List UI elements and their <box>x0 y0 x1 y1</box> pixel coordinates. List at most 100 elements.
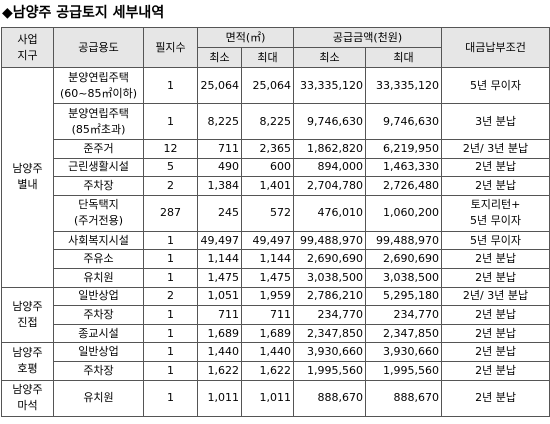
table-cell: 234,770 <box>293 305 367 325</box>
table-cell: 1,959 <box>240 286 295 307</box>
table-cell: 1 <box>143 103 198 140</box>
table-row: 분양연립주택 (85㎡초과) 1 8,225 8,225 9,746,630 9,746,… <box>2 103 550 140</box>
table-cell: 분양연립주택 (60~85㎡이하) <box>53 67 144 104</box>
header-cell: 최대 <box>365 47 443 68</box>
table-cell: 1,051 <box>197 286 242 307</box>
table-cell: 2,347,850 <box>365 323 443 344</box>
table-cell: 6,219,950 <box>365 139 443 159</box>
table-cell: 2,690,690 <box>293 249 367 269</box>
table-cell: 711 <box>197 139 242 159</box>
land-table: 사업 지구 공급용도 필지수 면적(㎡) 공급금액(천원) 대금납부조건 최소 최대 최소 최대 남… <box>1 27 550 417</box>
table-cell: 2,690,690 <box>365 249 443 269</box>
table-cell: 1,144 <box>240 249 295 269</box>
table-cell: 준주거 <box>53 139 144 159</box>
table-row: 남양주 호평 일반상업 1 1,440 1,440 3,930,660 3,930,660 2… <box>1 342 550 381</box>
table-cell: 1,995,560 <box>365 360 443 381</box>
table-cell: 894,000 <box>293 157 367 178</box>
table-cell: 2년 분납 <box>441 323 550 344</box>
table-cell: 1,011 <box>197 379 242 417</box>
table-cell: 49,497 <box>240 230 295 251</box>
table-cell: 1 <box>143 267 198 288</box>
header-cell: 공급용도 <box>53 27 144 68</box>
table-cell: 1,011 <box>240 379 295 417</box>
table-row: 주차장 1 711 711 234,770 234,770 2년 분납 <box>2 305 550 325</box>
header-cell: 대금납부조건 <box>441 27 550 68</box>
district-cell: 남양주 호평 <box>1 342 54 381</box>
table-cell: 단독택지 (주거전용) <box>53 194 144 232</box>
table-cell: 2년 분납 <box>441 267 550 288</box>
table-cell: 99,488,970 <box>293 230 367 251</box>
table-cell: 종교시설 <box>53 323 144 344</box>
table-cell: 토지리턴+ 5년 무이자 <box>441 194 550 232</box>
table-cell: 1 <box>143 342 198 362</box>
table-cell: 572 <box>240 194 295 232</box>
table-cell: 9,746,630 <box>293 103 367 140</box>
table-cell: 1,689 <box>240 323 295 344</box>
header-row: 사업 지구 공급용도 필지수 면적(㎡) 공급금액(천원) 대금납부조건 <box>1 27 550 68</box>
table-cell: 9,746,630 <box>365 103 443 140</box>
table-cell: 245 <box>197 194 242 232</box>
district-cell: 남양주 진접 <box>1 286 54 344</box>
table-cell: 근린생활시설 <box>53 157 144 178</box>
table-cell: 1,440 <box>197 342 242 362</box>
table-cell: 1,475 <box>197 267 242 288</box>
table-row: 근린생활시설 5 490 600 894,000 1,463,330 2년 분납 <box>2 157 550 178</box>
table-cell: 8,225 <box>240 103 295 140</box>
table-cell: 1,622 <box>197 360 242 381</box>
table-cell: 1,995,560 <box>293 360 367 381</box>
district-cell: 남양주 마석 <box>1 379 54 417</box>
table-row: 사회복지시설 1 49,497 49,497 99,488,970 99,488,970 5… <box>2 230 550 251</box>
table-cell: 2,347,850 <box>293 323 367 344</box>
table-cell: 25,064 <box>240 67 295 104</box>
header-cell: 최대 <box>240 47 295 68</box>
table-cell: 주차장 <box>53 176 144 196</box>
header-cell: 최소 <box>197 47 242 68</box>
table-cell: 490 <box>197 157 242 178</box>
table-cell: 유치원 <box>53 267 144 288</box>
table-cell: 2,786,210 <box>293 286 367 307</box>
table-cell: 99,488,970 <box>365 230 443 251</box>
table-cell: 1 <box>143 360 198 381</box>
table-cell: 1 <box>143 249 198 269</box>
header-cell: 최소 <box>293 47 367 68</box>
page-title: ◆남양주 공급토지 세부내역 <box>2 5 165 21</box>
table-cell: 2,726,480 <box>365 176 443 196</box>
table-cell: 2년 분납 <box>441 379 550 417</box>
header-cell: 필지수 <box>143 27 198 68</box>
table-cell: 2 <box>143 176 198 196</box>
table-body: 사업 지구 공급용도 필지수 면적(㎡) 공급금액(천원) 대금납부조건 최소 최대 최소 최대 남… <box>1 27 550 417</box>
table-cell: 3,930,660 <box>293 342 367 362</box>
table-cell: 2년 분납 <box>441 360 550 381</box>
table-cell: 사회복지시설 <box>53 230 144 251</box>
table-cell: 2년 분납 <box>441 305 550 325</box>
table-cell: 2년 분납 <box>441 176 550 196</box>
table-row: 종교시설 1 1,689 1,689 2,347,850 2,347,850 2년 분납 <box>2 323 550 344</box>
table-cell: 888,670 <box>293 379 367 417</box>
table-cell: 1 <box>143 230 198 251</box>
table-cell: 2년 분납 <box>441 157 550 178</box>
table-cell: 주차장 <box>53 305 144 325</box>
table-row: 남양주 별내 분양연립주택 (60~85㎡이하) 1 25,064 25,064 33,3… <box>1 67 550 288</box>
table-cell: 2 <box>143 286 198 307</box>
table-row: 주유소 1 1,144 1,144 2,690,690 2,690,690 2년 분납 <box>2 249 550 269</box>
table-cell: 1,862,820 <box>293 139 367 159</box>
header-cell: 면적(㎡) <box>196 27 295 48</box>
table-cell: 1 <box>143 67 198 104</box>
table-cell: 3,930,660 <box>365 342 443 362</box>
table-cell: 1,475 <box>240 267 295 288</box>
table-cell: 600 <box>240 157 295 178</box>
table-cell: 2,704,780 <box>293 176 367 196</box>
table-cell: 2년 분납 <box>441 342 550 362</box>
table-cell: 유치원 <box>53 379 144 417</box>
table-cell: 33,335,120 <box>293 67 367 104</box>
table-cell: 일반상업 <box>53 286 144 307</box>
table-cell: 1,689 <box>197 323 242 344</box>
table-cell: 1 <box>143 323 198 344</box>
table-cell: 33,335,120 <box>365 67 443 104</box>
table-cell: 1,463,330 <box>365 157 443 178</box>
table-row: 준주거 12 711 2,365 1,862,820 6,219,950 2년/ 3년 분납 <box>2 139 550 159</box>
table-cell: 1,440 <box>240 342 295 362</box>
table-row: 단독택지 (주거전용) 287 245 572 476,010 1,060,200 토지리턴… <box>2 194 550 232</box>
table-cell: 5년 무이자 <box>441 67 550 104</box>
